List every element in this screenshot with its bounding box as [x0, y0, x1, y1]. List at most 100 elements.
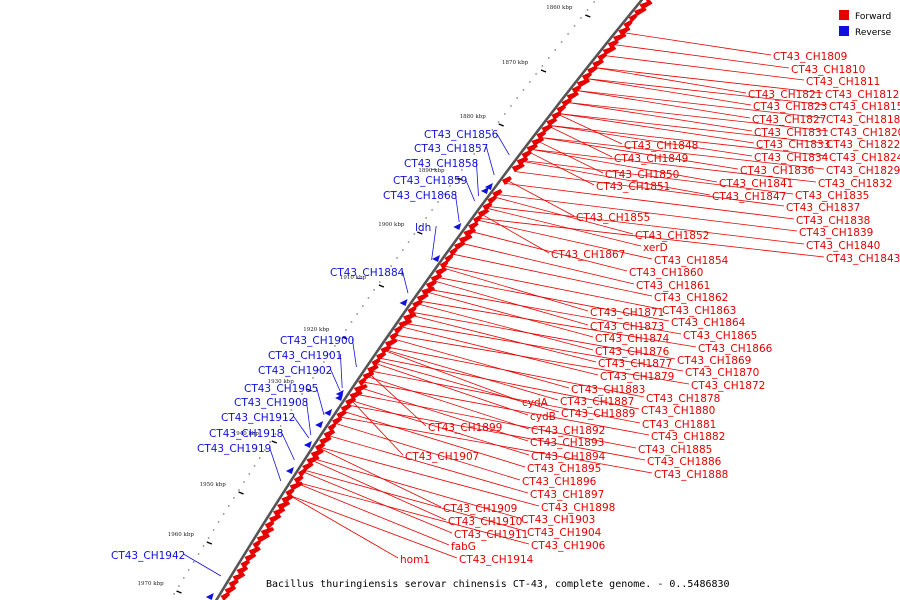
forward-label-connector: [507, 180, 575, 217]
forward-gene-feature: [511, 163, 525, 172]
forward-gene-label: CT43_CH1835: [795, 190, 869, 202]
scale-dot: [301, 393, 303, 395]
forward-gene-feature: [501, 176, 512, 185]
scale-dot: [328, 353, 331, 355]
reverse-gene-label: CT43_CH1912: [221, 412, 295, 424]
forward-gene-label: CT43_CH1877: [598, 358, 672, 370]
reverse-gene-feature: [453, 223, 462, 230]
backbone-line: [214, 0, 644, 600]
forward-label-connector: [305, 470, 526, 532]
kbp-ticks: 1860 kbp 1870 kbp 1880 kbp 1890 kbp 1900 kbp…: [138, 1, 595, 595]
forward-gene-feature: [220, 592, 231, 600]
forward-gene-label: CT43_CH1873: [590, 321, 664, 333]
forward-gene-feature: [345, 397, 357, 406]
forward-label-connector: [514, 171, 785, 207]
forward-gene-label: CT43_CH1886: [647, 456, 722, 468]
forward-label-connector: [360, 387, 529, 442]
forward-gene-feature: [607, 39, 619, 49]
forward-gene-feature: [336, 410, 347, 419]
forward-gene-label: CT43_CH1878: [646, 393, 720, 405]
forward-label-connector: [385, 350, 521, 402]
tick-label: 1890 kbp: [418, 168, 445, 174]
forward-gene-feature: [473, 215, 482, 224]
forward-label-connector: [289, 495, 458, 559]
forward-label-connector: [567, 102, 753, 132]
reverse-label-connector: [183, 553, 222, 577]
scale-dot: [541, 65, 544, 67]
forward-label-connector: [367, 376, 530, 430]
reverse-gene-feature: [285, 467, 294, 474]
scale-dot: [279, 425, 282, 427]
reverse-label-connector: [455, 193, 460, 223]
forward-gene-label: cydA: [522, 397, 549, 409]
forward-label-connector: [311, 460, 447, 521]
forward-gene-feature: [298, 468, 307, 478]
forward-gene-feature: [602, 46, 617, 55]
forward-gene-feature: [319, 436, 332, 445]
forward-gene-label: CT43_CH1831: [754, 127, 828, 139]
forward-gene-feature: [576, 78, 591, 88]
forward-label-connector: [488, 206, 805, 245]
forward-gene-label: CT43_CH1833: [756, 139, 830, 151]
scale-dot: [192, 561, 195, 563]
scale-dot: [227, 505, 230, 507]
forward-gene-label: CT43_CH1871: [590, 307, 664, 319]
scale-dot: [586, 9, 589, 11]
forward-gene-feature: [403, 312, 417, 322]
reverse-label-connector: [293, 415, 310, 439]
forward-gene-feature: [435, 267, 447, 276]
scale-dot: [334, 345, 336, 347]
forward-label-connector: [595, 67, 824, 94]
reverse-gene-feature: [205, 593, 214, 600]
forward-gene-label: CT43_CH1827: [752, 114, 826, 126]
forward-gene-feature: [531, 137, 545, 146]
scale-dot: [306, 385, 309, 387]
legend-reverse-label: Reverse: [855, 28, 892, 38]
scale-dot: [473, 153, 475, 155]
forward-gene-feature: [323, 429, 336, 439]
forward-label-connector: [428, 288, 682, 335]
forward-gene-label: CT43_CH1841: [719, 178, 793, 190]
reverse-gene-label: CT43_CH1908: [234, 397, 308, 409]
tick-label: 1910 kbp: [340, 275, 367, 281]
scale-dot: [560, 41, 563, 43]
scale-dot: [339, 337, 342, 339]
reverse-gene-label: CT43_CH1918: [209, 428, 283, 440]
tick-mark: [585, 14, 591, 18]
scale-dot: [384, 273, 387, 275]
reverse-gene-feature: [480, 187, 489, 194]
scale-dot: [258, 457, 261, 459]
forward-label-connector: [434, 280, 589, 326]
forward-gene-label: CT43_CH1874: [595, 333, 670, 345]
reverse-gene-label: CT43_CH1942: [111, 550, 185, 562]
forward-label-connector: [586, 78, 828, 106]
forward-label-connector: [387, 346, 645, 398]
scale-dot: [431, 209, 433, 211]
genome-caption: Bacillus thuringiensis serovar chinensis…: [266, 579, 730, 590]
forward-gene-feature: [526, 143, 538, 153]
forward-gene-label: CT43_CH1812: [825, 89, 899, 101]
forward-gene-label: CT43_CH1839: [799, 227, 873, 239]
forward-gene-feature: [224, 585, 237, 595]
forward-gene-label: CT43_CH1836: [740, 165, 815, 177]
forward-gene-label: CT43_CH1898: [541, 502, 615, 514]
forward-gene-label: CT43_CH1882: [651, 431, 725, 443]
scale-dot: [485, 137, 488, 139]
scale-dot: [212, 529, 215, 531]
reverse-label-connector: [486, 146, 495, 176]
scale-dot: [345, 329, 347, 331]
forward-gene-feature: [302, 462, 314, 471]
scale-dot: [455, 177, 457, 179]
forward-gene-feature: [285, 488, 295, 497]
forward-gene-label: CT43_CH1864: [671, 317, 746, 329]
scale-dot: [461, 169, 463, 171]
forward-gene-feature: [252, 540, 261, 549]
forward-gene-label: CT43_CH1879: [600, 371, 674, 383]
forward-label-connector: [444, 265, 661, 310]
scale-dot: [413, 233, 416, 235]
forward-gene-label: CT43_CH1872: [691, 380, 765, 392]
scale-dot: [350, 321, 353, 323]
scale-dot: [567, 33, 569, 35]
forward-label-connector: [453, 253, 653, 297]
